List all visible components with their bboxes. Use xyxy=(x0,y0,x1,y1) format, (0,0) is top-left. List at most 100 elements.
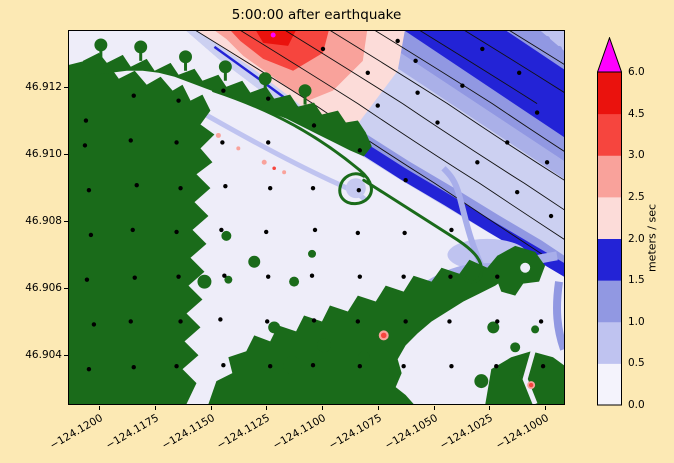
dune-trees xyxy=(94,38,312,105)
station-dot xyxy=(403,319,408,324)
colorbar-segment xyxy=(597,196,622,239)
station-dot xyxy=(176,274,181,279)
station-dot xyxy=(223,183,228,189)
station-dot xyxy=(310,185,316,191)
colorbar-segment xyxy=(597,113,622,156)
colorbar-segment xyxy=(597,280,622,323)
y-tick-mark xyxy=(64,287,68,289)
y-tick-mark xyxy=(64,220,68,222)
x-tick-mark xyxy=(266,406,268,410)
station-dot xyxy=(448,274,453,279)
station-dot xyxy=(516,70,522,75)
station-dot xyxy=(128,319,133,324)
station-dot xyxy=(544,160,550,165)
over-max-speck xyxy=(270,32,276,38)
station-dot xyxy=(320,46,326,52)
land-spit-hook xyxy=(495,245,546,296)
station-dot xyxy=(447,319,452,324)
colorbar-segment xyxy=(597,238,622,281)
x-tick-mark xyxy=(544,406,546,410)
station-dot xyxy=(357,364,363,369)
colorbar-segment xyxy=(597,363,622,406)
station-dot xyxy=(356,187,362,193)
station-dot xyxy=(514,189,520,195)
colorbar-tick-label: 1.0 xyxy=(628,315,645,328)
station-dot xyxy=(403,178,408,183)
station-dot xyxy=(548,213,554,219)
station-dot xyxy=(375,103,380,108)
colorbar-segments xyxy=(597,72,622,406)
colorbar-border xyxy=(597,71,622,406)
station-dot xyxy=(220,140,225,145)
station-dot xyxy=(266,96,271,101)
x-tick-label-text: −124.1100 xyxy=(271,412,329,452)
x-tick-mark xyxy=(210,406,212,410)
islets xyxy=(197,230,540,389)
station-dot xyxy=(401,364,406,369)
station-dot xyxy=(174,229,179,235)
station-dot xyxy=(495,274,500,279)
x-tick-mark xyxy=(322,406,324,410)
land-west xyxy=(69,60,215,404)
station-dot xyxy=(449,364,454,369)
levee-road xyxy=(211,89,484,284)
station-dot xyxy=(357,148,363,153)
y-tick-label: 46.908 xyxy=(25,214,62,227)
colorbar-tick-label: 3.0 xyxy=(628,149,645,162)
station-dot xyxy=(88,232,94,238)
station-dot xyxy=(178,319,183,324)
y-tick-mark xyxy=(64,354,68,356)
station-dot xyxy=(538,319,544,324)
colorbar xyxy=(597,37,622,406)
station-dot xyxy=(86,366,92,372)
station-dot xyxy=(219,227,224,233)
y-tick-label: 46.904 xyxy=(25,348,62,361)
station-dot xyxy=(221,88,226,93)
x-tick-label-text: −124.1000 xyxy=(493,412,551,452)
x-tick-label-text: −124.1075 xyxy=(326,412,384,452)
station-dot xyxy=(221,363,226,368)
station-dot xyxy=(267,364,273,369)
x-tick-label-text: −124.1175 xyxy=(103,412,161,452)
station-dot xyxy=(309,273,315,278)
station-dot xyxy=(312,227,318,233)
station-dot xyxy=(134,182,139,188)
station-dot xyxy=(311,123,317,128)
colorbar-tick-label: 2.5 xyxy=(628,190,645,203)
station-dot xyxy=(128,138,133,143)
y-tick-label: 46.906 xyxy=(25,281,62,294)
colorbar-segment xyxy=(597,155,622,198)
station-dot xyxy=(475,160,480,165)
colorbar-tick-label: 1.5 xyxy=(628,274,645,287)
station-dot xyxy=(401,274,406,279)
colorbar-tick-label: 0.0 xyxy=(628,399,645,411)
x-tick-mark xyxy=(433,406,435,410)
land-dune xyxy=(82,52,372,157)
colorbar-segment xyxy=(597,321,622,364)
station-dot xyxy=(176,98,181,103)
station-dot xyxy=(267,185,273,191)
station-dot xyxy=(480,46,485,52)
station-dot xyxy=(83,118,89,123)
colorbar-segment xyxy=(597,72,622,115)
station-dot xyxy=(415,90,420,95)
station-dot xyxy=(449,227,454,233)
station-dot xyxy=(395,38,400,44)
y-tick-mark xyxy=(64,86,68,88)
station-dot xyxy=(413,58,418,64)
x-tick-label-text: −124.1150 xyxy=(159,412,217,452)
station-dot xyxy=(82,143,88,148)
station-dot xyxy=(264,229,269,235)
velocity-map xyxy=(69,31,564,404)
x-tick-label-text: −124.1125 xyxy=(215,412,273,452)
x-tick-mark xyxy=(377,406,379,410)
station-dot xyxy=(266,274,271,279)
station-dot xyxy=(131,365,136,370)
station-dot xyxy=(218,317,223,322)
station-dot xyxy=(402,230,407,236)
colorbar-tick-label: 0.5 xyxy=(628,357,645,370)
land-green xyxy=(69,38,564,404)
colorbar-tick-label: 4.5 xyxy=(628,107,645,120)
station-dot xyxy=(310,363,316,368)
